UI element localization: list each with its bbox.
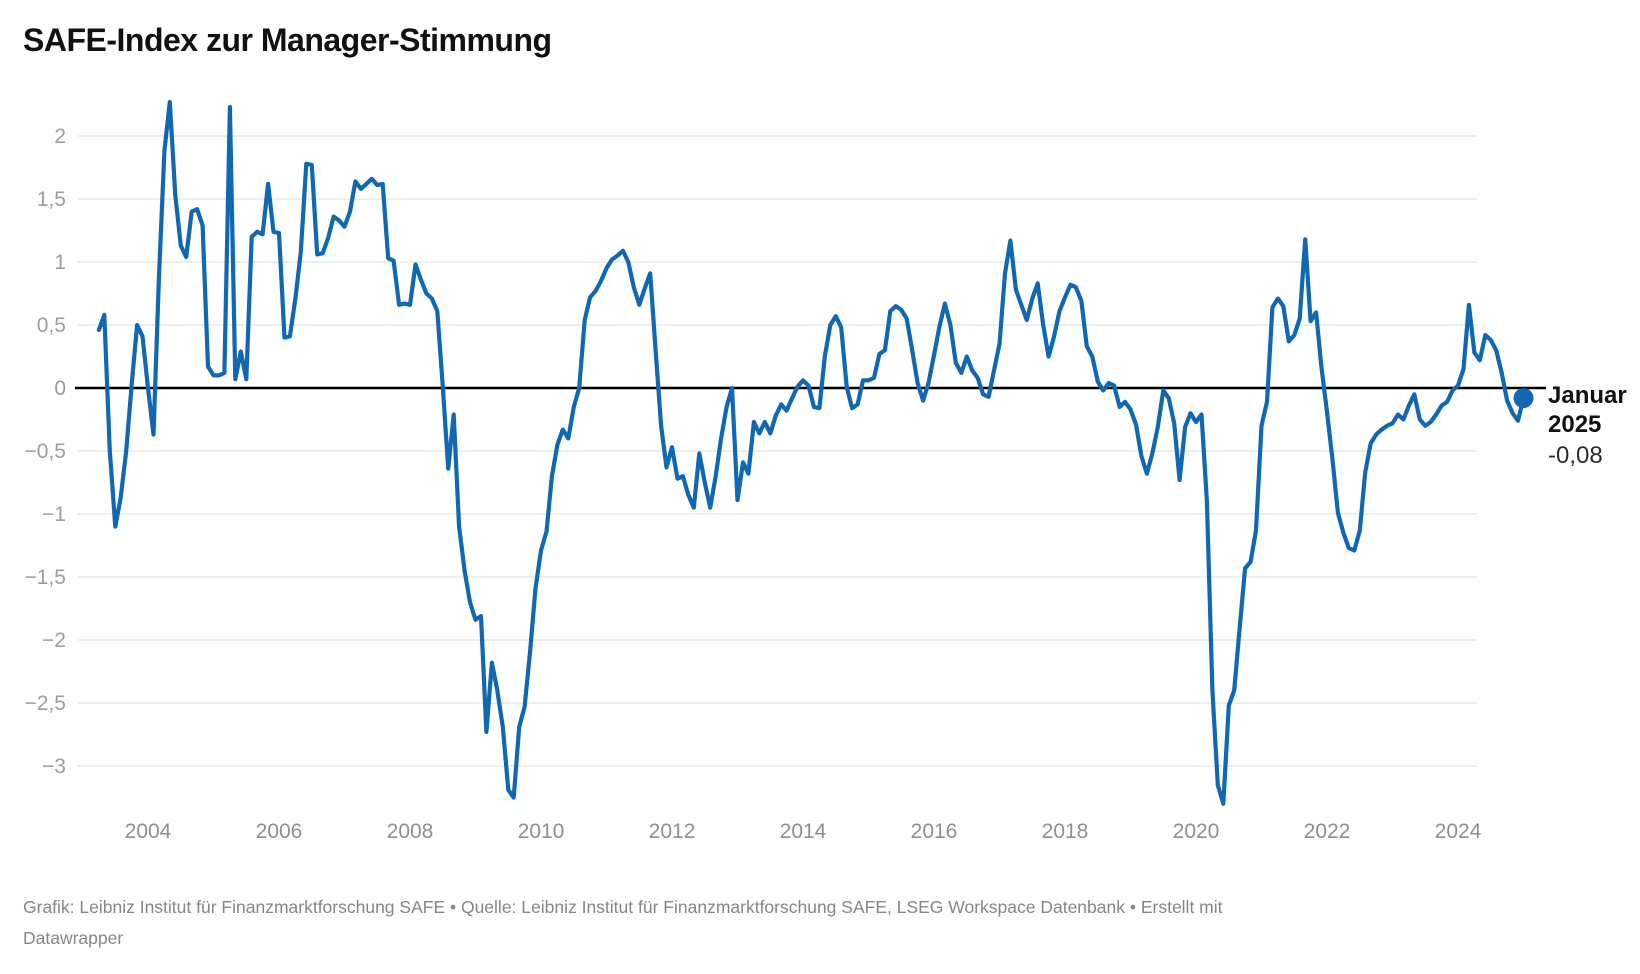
x-tick-label: 2012 [649, 820, 696, 843]
y-tick-label: 2 [54, 125, 66, 148]
page-title: SAFE-Index zur Manager-Stimmung [23, 22, 552, 58]
annotation-month: Januar [1548, 382, 1627, 409]
x-tick-label: 2022 [1304, 820, 1351, 843]
last-point-annotation: Januar 2025 -0,08 [1548, 381, 1640, 470]
attribution-footer: Grafik: Leibniz Institut für Finanzmarkt… [23, 892, 1453, 954]
y-tick-label: 0 [54, 377, 66, 400]
footer-line-1: Grafik: Leibniz Institut für Finanzmarkt… [23, 897, 1223, 917]
y-tick-label: −2,5 [25, 692, 66, 715]
x-tick-label: 2020 [1173, 820, 1220, 843]
annotation-year: 2025 [1548, 411, 1602, 438]
x-tick-label: 2024 [1435, 820, 1482, 843]
x-tick-label: 2008 [387, 820, 434, 843]
y-tick-label: −2 [42, 629, 66, 652]
x-tick-label: 2018 [1042, 820, 1089, 843]
x-tick-label: 2010 [518, 820, 565, 843]
y-tick-label: 0,5 [37, 314, 66, 337]
x-tick-label: 2004 [125, 820, 172, 843]
y-tick-label: 1 [54, 251, 66, 274]
x-tick-label: 2006 [256, 820, 303, 843]
footer-line-2: Datawrapper [23, 928, 124, 948]
x-axis-labels: 2004 2006 2008 2010 2012 2014 2016 2018 2020 2022… [125, 820, 1482, 843]
index-line-series [96, 99, 1526, 806]
y-tick-label: −3 [42, 755, 66, 778]
x-tick-label: 2016 [911, 820, 958, 843]
y-axis-labels: 2 1,5 1 0,5 0 −0,5 −1 −1,5 −2 −2,5 −3 [25, 125, 66, 778]
y-tick-label: −1 [42, 503, 66, 526]
last-point-marker [1513, 388, 1534, 409]
y-tick-label: −1,5 [25, 566, 66, 589]
y-tick-label: 1,5 [37, 188, 66, 211]
annotation-value: -0,08 [1548, 442, 1603, 469]
x-tick-label: 2014 [780, 820, 827, 843]
gridlines [78, 135, 1477, 767]
y-tick-label: −0,5 [25, 440, 66, 463]
